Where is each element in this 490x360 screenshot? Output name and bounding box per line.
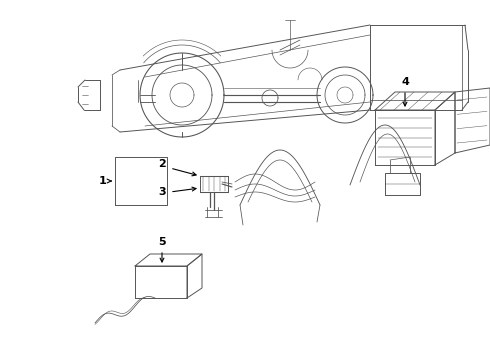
- Text: 3: 3: [158, 187, 166, 197]
- Text: 1: 1: [99, 176, 107, 186]
- Text: 2: 2: [158, 159, 166, 169]
- Text: 5: 5: [158, 237, 166, 247]
- Text: 4: 4: [401, 77, 409, 87]
